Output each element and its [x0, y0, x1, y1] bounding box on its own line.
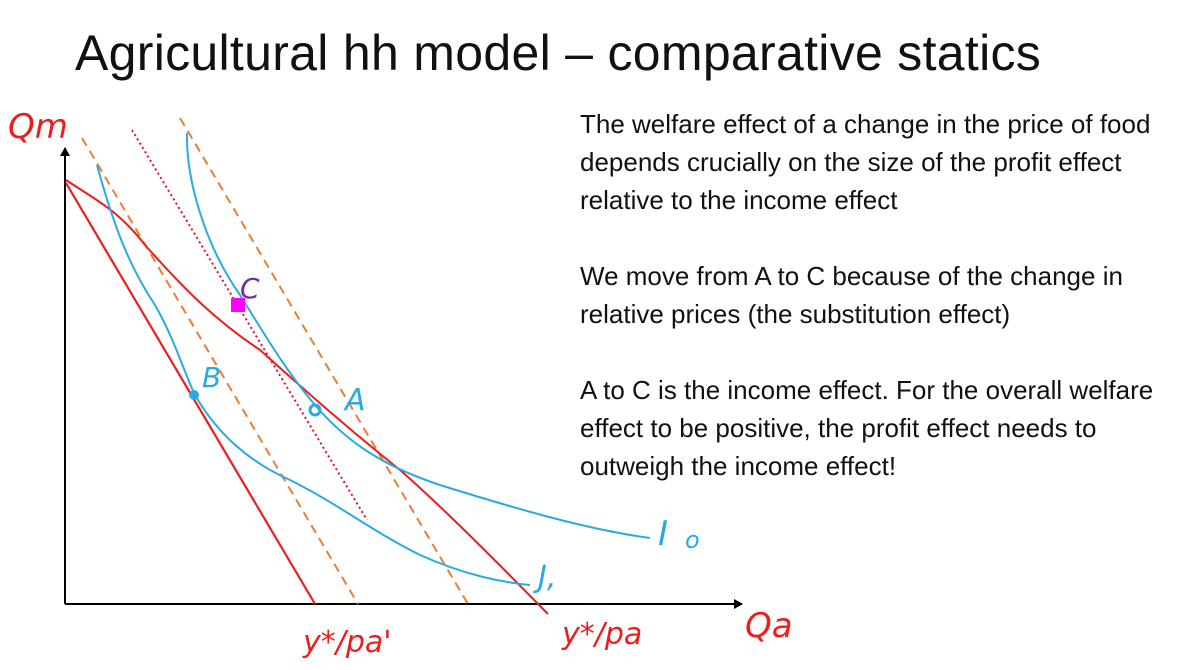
curve-i0-subscript: o: [685, 526, 700, 554]
budget-new-intercept-label: y*/pa': [302, 625, 392, 660]
dashed-parallel-line-left: [81, 137, 359, 605]
paragraph-welfare-effect: The welfare effect of a change in the pr…: [580, 109, 1151, 215]
point-b-marker: [189, 390, 199, 400]
point-a-marker: [308, 403, 322, 417]
dashed-parallel-line-right: [179, 117, 469, 605]
point-c-marker: [231, 298, 245, 312]
slide-title: Agricultural hh model – comparative stat…: [75, 25, 1042, 81]
point-c-label: C: [240, 272, 260, 305]
budget-old-intercept-label: y*/pa: [561, 617, 642, 652]
paragraph-income-effect: A to C is the income effect. For the ove…: [580, 375, 1154, 481]
dotted-tangent-line: [131, 129, 368, 521]
y-axis-label: Qm: [8, 107, 68, 147]
curve-i1-label: J,: [533, 560, 556, 595]
explanation-text: The welfare effect of a change in the pr…: [580, 105, 1195, 523]
household-model-diagram: Qm Qa C B A I o J, y*/pa' y*/pa: [8, 107, 793, 660]
budget-line-old: [65, 179, 549, 615]
curve-i0-label: I: [658, 514, 668, 554]
point-b-label: B: [202, 361, 221, 394]
indifference-curve-i1: [96, 164, 531, 586]
paragraph-substitution-effect: We move from A to C because of the chang…: [580, 261, 1123, 329]
x-axis-label: Qa: [745, 606, 793, 646]
point-a-label: A: [343, 383, 366, 418]
